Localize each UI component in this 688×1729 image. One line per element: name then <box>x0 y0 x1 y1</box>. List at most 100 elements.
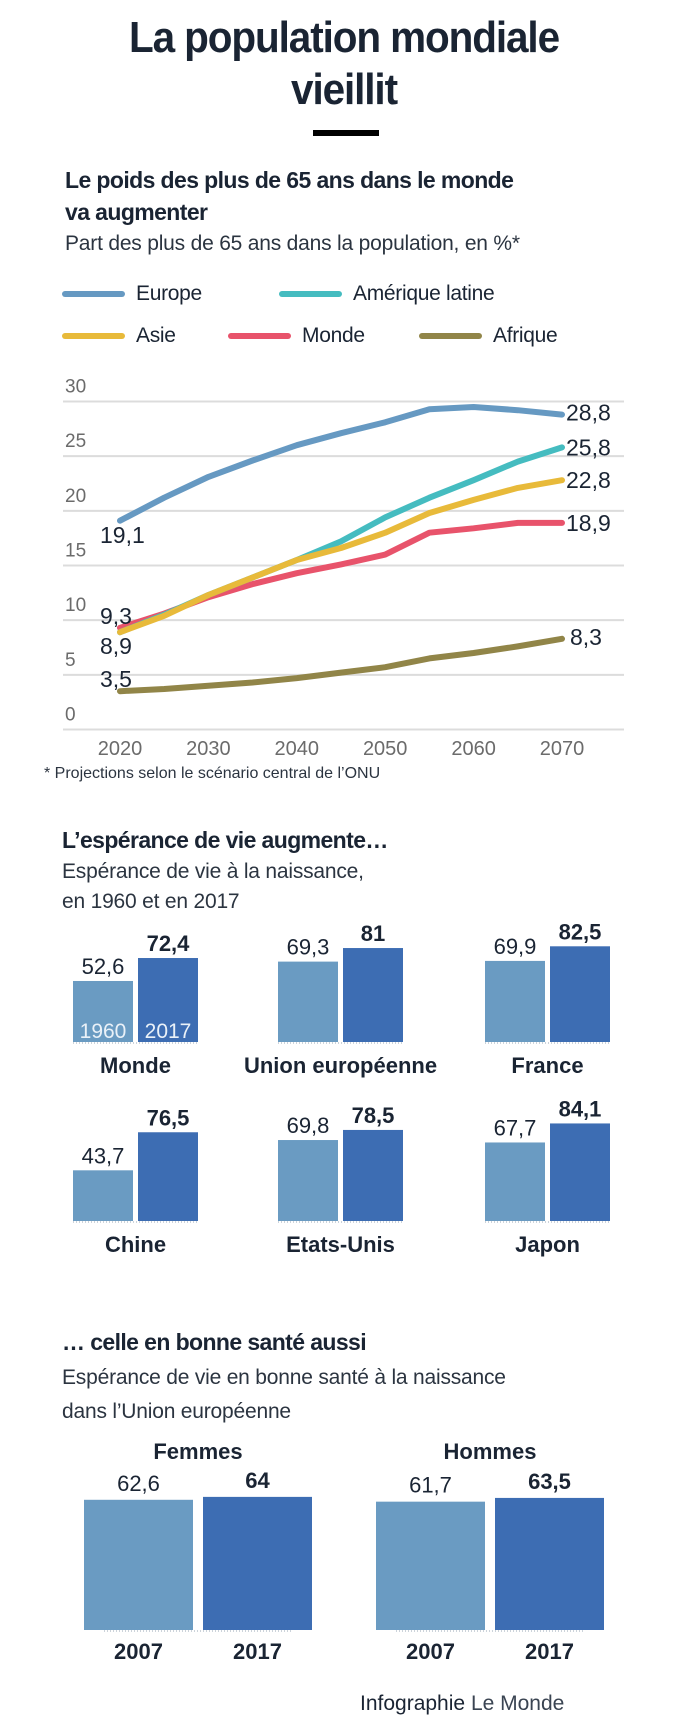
y-tick-label: 5 <box>65 650 76 671</box>
section1-heading-line2: va augmenter <box>65 199 208 225</box>
series-line-europe <box>117 404 565 524</box>
legend-label-monde: Monde <box>302 324 365 347</box>
legend-swatch-europe <box>62 291 125 297</box>
legend-label-asie: Asie <box>136 324 176 347</box>
start-label-europe: 19,1 <box>100 522 145 548</box>
section2-heading: L’espérance de vie augmente… <box>62 827 388 853</box>
bar-japon-1960 <box>485 1142 545 1221</box>
group-label-femmes: Femmes <box>153 1439 242 1464</box>
bar-value-label: 78,5 <box>352 1103 395 1128</box>
bar-france-1960 <box>485 960 545 1042</box>
bar-monde-2017 <box>138 958 198 1042</box>
bar-etats-unis-2017 <box>343 1129 403 1221</box>
bar-value-label: 69,9 <box>494 934 537 959</box>
series-line-asie <box>117 477 565 636</box>
group-label-france: France <box>511 1053 583 1078</box>
x-tick-label: 2020 <box>98 738 143 760</box>
bar-value-label: 69,8 <box>287 1113 330 1138</box>
legend-label-amerique-latine: Amérique latine <box>353 282 495 305</box>
x-category-label: 2017 <box>525 1639 574 1664</box>
group-label-etats-unis: Etats-Unis <box>286 1232 395 1257</box>
bar-femmes-2017 <box>203 1496 312 1630</box>
bar-monde-1960 <box>73 980 133 1042</box>
end-label-asie: 22,8 <box>566 467 611 493</box>
x-tick-label: 2050 <box>363 738 408 760</box>
series-line-afrique <box>117 635 565 695</box>
x-category-label: 2017 <box>233 1639 282 1664</box>
x-tick-label: 2060 <box>451 738 496 760</box>
x-tick-label: 2070 <box>540 738 585 760</box>
legend-item-asie: Asie <box>62 324 176 348</box>
x-tick-label: 2040 <box>275 738 320 760</box>
credit: Infographie Le Monde <box>360 1692 564 1716</box>
legend-label-afrique: Afrique <box>493 324 558 347</box>
bar-year-label: 1960 <box>80 1020 127 1043</box>
bar-value-label: 69,3 <box>287 935 330 960</box>
group-label-union-europ-enne: Union européenne <box>244 1053 437 1078</box>
section1-subtitle: Part des plus de 65 ans dans la populati… <box>65 232 520 255</box>
start-label-monde: 9,3 <box>100 603 132 629</box>
bar-femmes-2007 <box>84 1499 193 1630</box>
credit-le-monde: Le Monde <box>470 1692 565 1715</box>
legend-item-monde: Monde <box>228 324 365 348</box>
bar-year-label: 2017 <box>145 1020 192 1043</box>
legend-swatch-amerique-latine <box>279 291 342 297</box>
line-chart: 0 5 10 15 20 25 30 2020 2030 2040 2050 2060 2070 28,8… <box>63 377 624 760</box>
y-tick-label: 10 <box>65 595 86 616</box>
section1-heading-line1: Le poids des plus de 65 ans dans le mond… <box>65 167 514 193</box>
bar-chine-2017 <box>138 1132 198 1221</box>
bar-japon-2017 <box>550 1123 610 1221</box>
y-tick-label: 30 <box>65 377 86 398</box>
bar-value-label: 81 <box>361 921 385 946</box>
bar-value-label: 72,4 <box>147 931 191 956</box>
end-label-europe: 28,8 <box>566 400 611 426</box>
x-tick-label: 2030 <box>186 738 231 760</box>
section1-footnote: * Projections selon le scénario central … <box>44 765 381 782</box>
bar-hommes-2017 <box>495 1497 604 1630</box>
group-label-japon: Japon <box>515 1232 580 1257</box>
legend-item-amerique-latine: Amérique latine <box>279 282 495 306</box>
bar-union-europ-enne-2017 <box>343 948 403 1042</box>
section3-subtitle-line1: Espérance de vie en bonne santé à la nai… <box>62 1366 506 1389</box>
group-label-hommes: Hommes <box>444 1439 537 1464</box>
group-label-monde: Monde <box>100 1053 171 1078</box>
credit-infographie: Infographie <box>360 1692 466 1715</box>
y-tick-label: 25 <box>65 431 86 452</box>
healthy-life-expectancy-bar-chart: Femmes 62,6 2007 64 2017 Hommes 61,7 2007 63,5 20… <box>84 1439 604 1664</box>
section2-subtitle-line2: en 1960 et en 2017 <box>62 890 240 913</box>
end-label-monde: 18,9 <box>566 510 611 536</box>
y-tick-label: 20 <box>65 486 86 507</box>
x-category-label: 2007 <box>406 1639 455 1664</box>
start-label-afrique: 3,5 <box>100 666 132 692</box>
y-tick-label: 0 <box>65 705 76 726</box>
legend-swatch-monde <box>228 333 291 339</box>
legend-swatch-asie <box>62 333 125 339</box>
end-label-afrique: 8,3 <box>570 624 602 650</box>
bar-value-label: 76,5 <box>147 1105 190 1130</box>
page-title-line1: La population mondiale <box>128 13 560 62</box>
bar-value-label: 63,5 <box>528 1469 571 1494</box>
life-expectancy-bar-chart: 52,6 1960 72,4 2017 Monde 69,3 81 Union europée… <box>73 919 610 1257</box>
x-category-label: 2007 <box>114 1639 163 1664</box>
bar-union-europ-enne-1960 <box>278 961 338 1042</box>
bar-value-label: 64 <box>245 1468 270 1493</box>
legend-label-europe: Europe <box>136 282 202 305</box>
bar-value-label: 67,7 <box>494 1115 537 1140</box>
start-label-asie: 8,9 <box>100 633 132 659</box>
bar-france-2017 <box>550 946 610 1042</box>
bar-value-label: 82,5 <box>559 919 602 944</box>
bar-value-label: 52,6 <box>82 954 125 979</box>
page-title-line2: vieillit <box>291 65 398 114</box>
legend-item-afrique: Afrique <box>419 324 558 348</box>
end-label-amerique-latine: 25,8 <box>566 434 611 460</box>
bar-etats-unis-1960 <box>278 1140 338 1221</box>
y-tick-label: 15 <box>65 541 86 562</box>
group-label-chine: Chine <box>105 1232 166 1257</box>
bar-hommes-2007 <box>376 1501 485 1630</box>
bar-value-label: 62,6 <box>117 1471 160 1496</box>
title-divider <box>313 130 379 136</box>
bar-value-label: 84,1 <box>559 1096 602 1121</box>
section3-subtitle-line2: dans l’Union européenne <box>62 1400 291 1423</box>
section2-subtitle-line1: Espérance de vie à la naissance, <box>62 860 364 883</box>
legend-item-europe: Europe <box>62 282 202 306</box>
